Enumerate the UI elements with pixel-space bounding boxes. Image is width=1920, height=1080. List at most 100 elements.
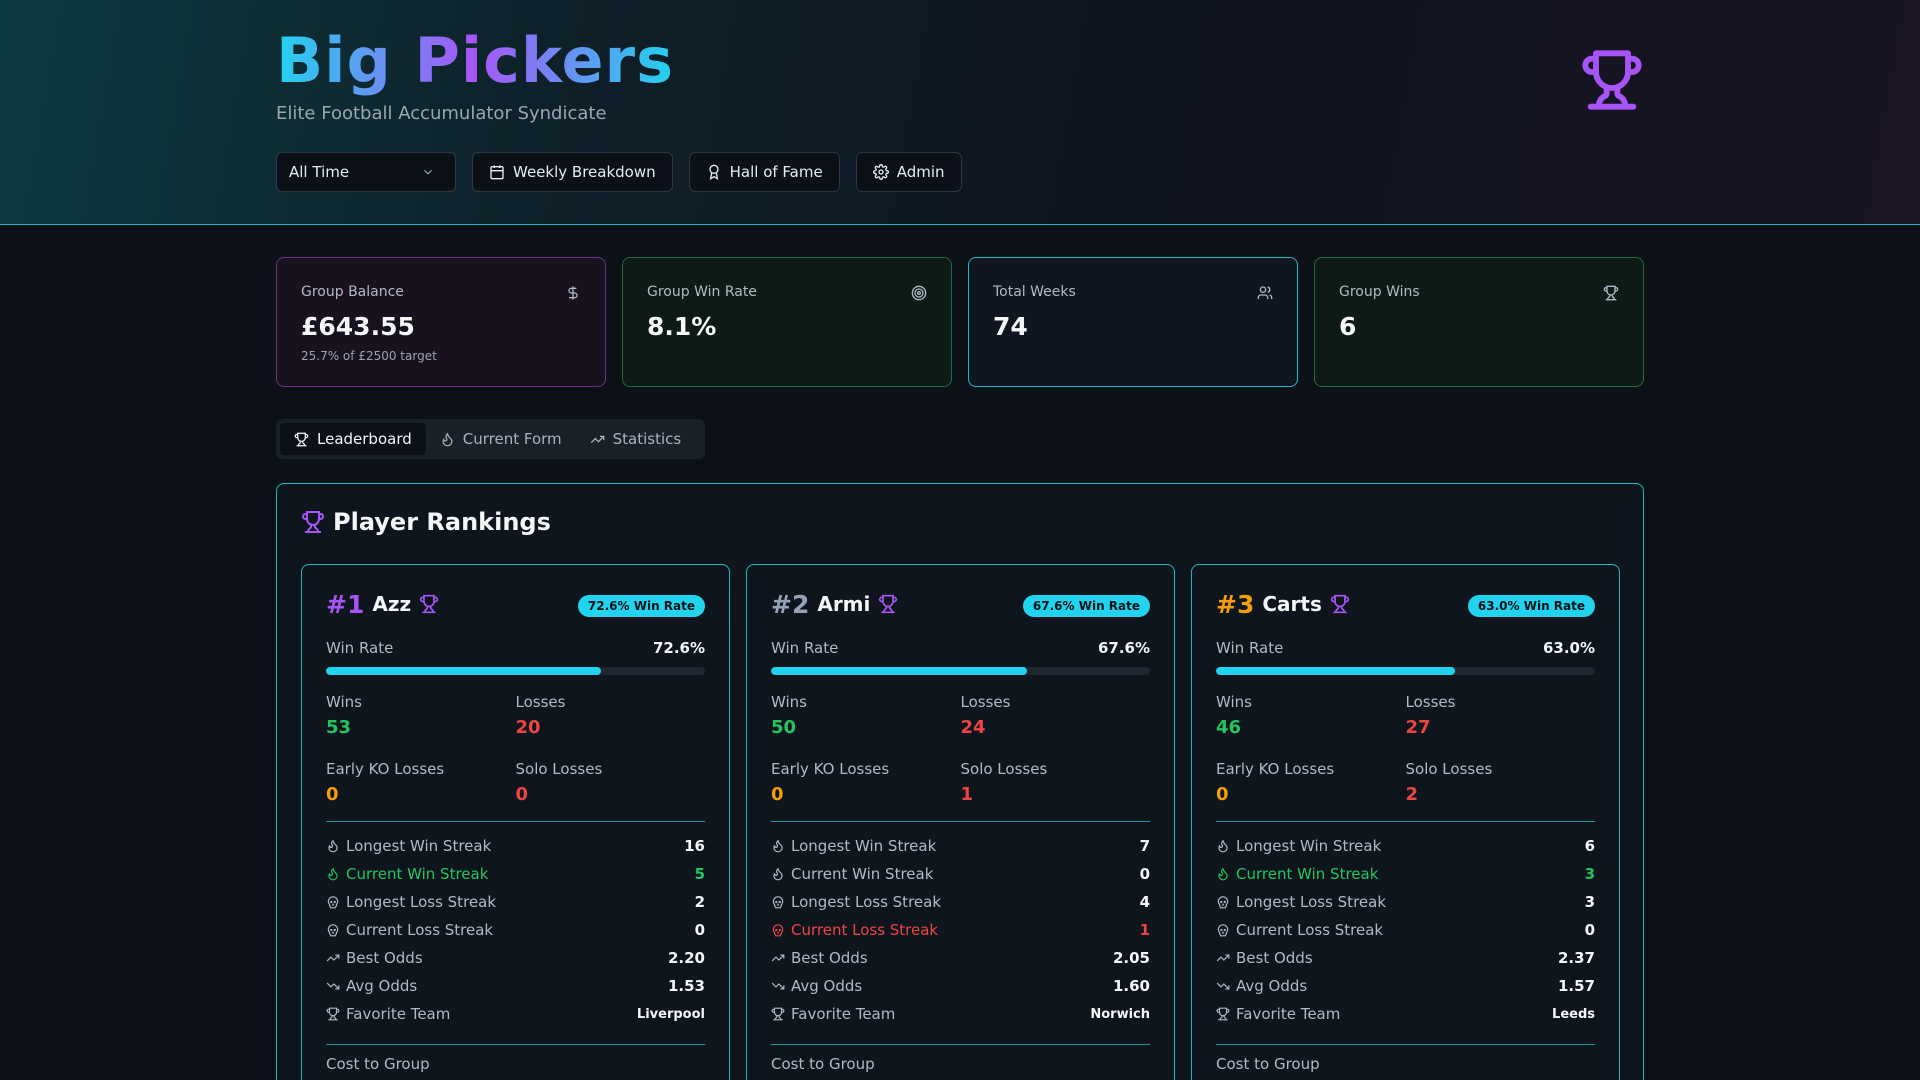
losses-cell: Losses 24: [961, 693, 1151, 738]
row-value: 3: [1584, 893, 1595, 911]
rank-number: #3: [1216, 589, 1255, 619]
stat-note: 25.7% of £2500 target: [301, 349, 437, 363]
favorite-team-row: Favorite Team Liverpool: [326, 1000, 705, 1028]
skull-icon: [1217, 896, 1229, 909]
longest-loss-streak-row: Longest Loss Streak 4: [771, 888, 1150, 916]
wins-cell: Wins 46: [1216, 693, 1406, 738]
row-value: 6: [1584, 837, 1595, 855]
trophy-icon: [879, 594, 898, 614]
current-win-streak-row: Current Win Streak 3: [1216, 860, 1595, 888]
hall-of-fame-button[interactable]: Hall of Fame: [688, 152, 840, 192]
row-label: Best Odds: [791, 949, 868, 967]
row-label: Avg Odds: [1236, 977, 1308, 995]
trophy-icon: [1603, 285, 1619, 301]
rankings-title: Player Rankings: [333, 508, 551, 536]
row-label: Favorite Team: [791, 1005, 896, 1023]
row-label: Longest Loss Streak: [791, 893, 942, 911]
trophy-icon: [419, 594, 439, 614]
flame-icon: [1218, 839, 1228, 853]
player-cards: #1 Azz 72.6% Win Rate Win Rate 72.6% Win…: [301, 564, 1620, 1080]
dollar-icon: [568, 286, 578, 300]
row-value: 1.53: [667, 977, 705, 995]
losses-cell: Losses 27: [1406, 693, 1596, 738]
early-ko-value: 0: [771, 784, 784, 805]
wins-value: 53: [326, 717, 352, 738]
period-select[interactable]: All Time: [276, 152, 456, 192]
longest-win-streak-row: Longest Win Streak 7: [771, 832, 1150, 860]
win-rate-bar: [771, 667, 1150, 675]
win-rate-value: 67.6%: [1097, 639, 1150, 657]
row-value: 1.60: [1112, 977, 1150, 995]
flame-icon: [773, 839, 783, 853]
win-rate-badge: 72.6% Win Rate: [577, 595, 705, 617]
player-card-header: #3 Carts: [1216, 589, 1595, 619]
stat-label: Group Win Rate: [647, 284, 757, 300]
stat-label: Group Balance: [301, 284, 404, 300]
win-rate-row: Win Rate 72.6%: [326, 639, 705, 657]
longest-win-streak-row: Longest Win Streak 16: [326, 832, 705, 860]
row-value: 2: [694, 893, 705, 911]
current-win-streak-row: Current Win Streak 5: [326, 860, 705, 888]
row-label: Best Odds: [346, 949, 423, 967]
users-icon: [1257, 286, 1273, 299]
losses-cell: Losses 20: [516, 693, 706, 738]
wins-value: 46: [1216, 717, 1242, 738]
tab-label: Statistics: [612, 430, 682, 448]
tab-statistics[interactable]: Statistics: [576, 423, 696, 455]
row-label: Favorite Team: [346, 1005, 451, 1023]
row-value: Leeds: [1552, 1006, 1595, 1022]
tab-leaderboard[interactable]: Leaderboard: [280, 423, 426, 455]
stat-label: Group Wins: [1339, 284, 1420, 300]
losses-value: 24: [960, 717, 986, 738]
admin-button[interactable]: Admin: [855, 152, 962, 192]
stat-value: £643.55: [301, 312, 415, 341]
favorite-team-row: Favorite Team Norwich: [771, 1000, 1150, 1028]
current-loss-streak-row: Current Loss Streak 1: [771, 916, 1150, 944]
player-card-azz[interactable]: #1 Azz 72.6% Win Rate Win Rate 72.6% Win…: [301, 564, 730, 1080]
tab-label: Current Form: [462, 430, 562, 448]
row-label: Current Win Streak: [791, 865, 934, 883]
period-select-value: All Time: [289, 163, 350, 181]
weekly-breakdown-button[interactable]: Weekly Breakdown: [472, 152, 673, 192]
best-odds-row: Best Odds 2.37: [1216, 944, 1595, 972]
player-rankings-panel: Player Rankings #1 Azz 72.6% Win Rate Wi…: [276, 483, 1644, 1080]
wins-label: Wins: [326, 693, 362, 711]
avg-odds-row: Avg Odds 1.57: [1216, 972, 1595, 1000]
award-icon: [708, 164, 719, 180]
divider: [326, 1044, 705, 1045]
chevron-down-icon: [424, 169, 432, 175]
win-rate-label: Win Rate: [771, 639, 839, 657]
trophy-icon: [294, 432, 309, 446]
stats-row: Group Balance £643.55 25.7% of £2500 tar…: [276, 257, 1644, 387]
divider: [771, 1044, 1150, 1045]
player-card-armi[interactable]: #2 Armi 67.6% Win Rate Win Rate 67.6% Wi…: [746, 564, 1175, 1080]
player-card-header: #1 Azz: [326, 589, 705, 619]
row-value: 2.37: [1557, 949, 1595, 967]
best-odds-row: Best Odds 2.05: [771, 944, 1150, 972]
player-name: Armi: [817, 592, 871, 616]
trending-up-icon: [590, 435, 605, 443]
stats-grid: Wins 46 Losses 27 Early KO Losses 0 Solo Lo…: [1216, 693, 1595, 805]
skull-icon: [1217, 924, 1229, 937]
player-card-carts[interactable]: #3 Carts 63.0% Win Rate Win Rate 63.0% W…: [1191, 564, 1620, 1080]
weekly-breakdown-label: Weekly Breakdown: [513, 163, 656, 181]
stats-grid: Wins 50 Losses 24 Early KO Losses 0 Solo Lo…: [771, 693, 1150, 805]
row-value: 2.20: [667, 949, 705, 967]
tab-current-form[interactable]: Current Form: [426, 423, 576, 455]
early-ko-cell: Early KO Losses 0: [1216, 760, 1406, 805]
row-value: Norwich: [1090, 1006, 1150, 1022]
row-label: Longest Win Streak: [791, 837, 937, 855]
view-tabs: Leaderboard Current Form Statistics: [276, 419, 705, 459]
row-value: 1.57: [1557, 977, 1595, 995]
early-ko-value: 0: [1216, 784, 1229, 805]
trophy-icon: [771, 1007, 785, 1021]
tab-label: Leaderboard: [317, 430, 412, 448]
trending-down-icon: [326, 982, 340, 990]
wins-label: Wins: [771, 693, 807, 711]
wins-cell: Wins 50: [771, 693, 961, 738]
divider: [771, 821, 1150, 822]
solo-value: 1: [960, 784, 974, 805]
solo-cell: Solo Losses 2: [1406, 760, 1596, 805]
losses-label: Losses: [515, 693, 566, 711]
skull-icon: [327, 924, 339, 937]
